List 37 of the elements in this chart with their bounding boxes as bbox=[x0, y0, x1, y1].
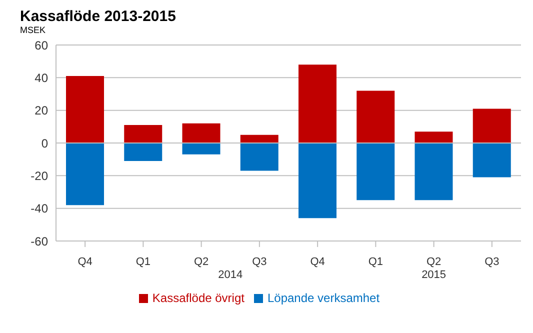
bar bbox=[124, 143, 162, 161]
bar bbox=[472, 143, 511, 178]
text: 2014 bbox=[217, 269, 244, 281]
bar bbox=[472, 108, 511, 143]
y-tick-label: 20 bbox=[34, 104, 48, 118]
bar bbox=[66, 143, 104, 206]
bar bbox=[182, 143, 220, 154]
chart-title: Kassaflöde 2013-2015 bbox=[20, 8, 177, 25]
x-tick-label: Q3 bbox=[252, 256, 267, 268]
y-tick-label: -60 bbox=[30, 234, 48, 248]
bar bbox=[240, 134, 278, 143]
bar bbox=[66, 76, 104, 143]
y-tick-label: 0 bbox=[41, 136, 48, 150]
x-tick-label: Q2 bbox=[426, 256, 442, 268]
x-tick-label: Q2 bbox=[194, 256, 209, 268]
bar bbox=[356, 90, 395, 143]
bar bbox=[124, 125, 162, 143]
y-tick-label: -20 bbox=[30, 168, 48, 183]
x-tick-label: Q1 bbox=[368, 256, 384, 268]
bar bbox=[240, 143, 278, 171]
y-tick-label: -40 bbox=[30, 202, 48, 216]
y-tick-label: 60 bbox=[34, 38, 48, 52]
bar bbox=[298, 64, 336, 143]
legend-label: Kassaflöde övrigt bbox=[152, 291, 244, 305]
bar bbox=[182, 123, 220, 143]
y-tick-label: 40 bbox=[34, 70, 48, 85]
chart-subtitle: MSEK bbox=[20, 25, 47, 35]
legend-label: Löpande verksamhet bbox=[267, 291, 380, 305]
bar bbox=[298, 143, 336, 218]
bar bbox=[414, 132, 453, 143]
x-tick-label: Q4 bbox=[78, 256, 92, 268]
bar bbox=[356, 143, 395, 200]
x-tick-label: Q4 bbox=[310, 256, 325, 268]
text: 2015 bbox=[420, 269, 448, 281]
bar bbox=[414, 143, 453, 200]
x-tick-label: Q1 bbox=[136, 256, 151, 268]
x-tick-label: Q3 bbox=[484, 256, 500, 268]
